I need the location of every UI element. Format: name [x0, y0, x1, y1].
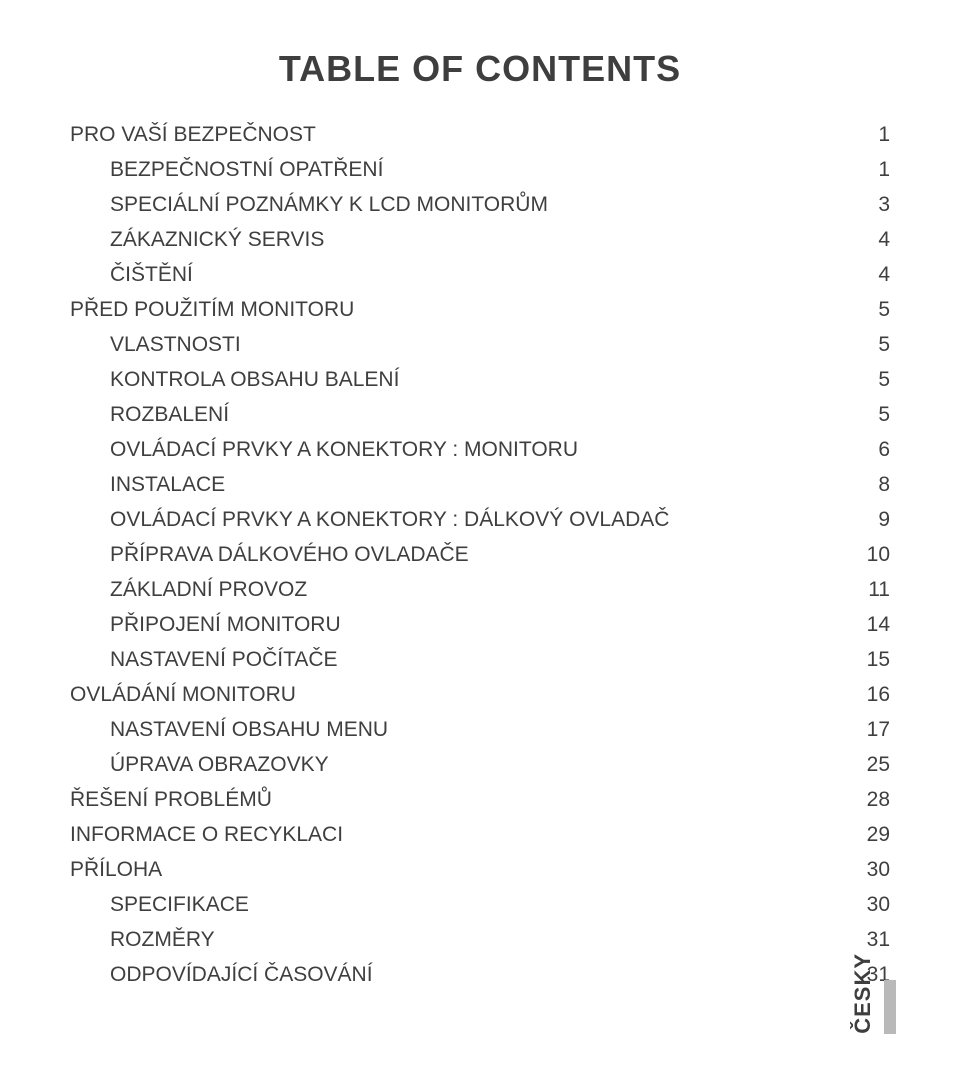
- toc-label: ROZMĚRY: [110, 929, 215, 950]
- toc-page-number: 5: [876, 369, 890, 390]
- toc-row: ZÁKAZNICKÝ SERVIS 4: [70, 229, 890, 250]
- toc-page-number: 3: [876, 194, 890, 215]
- toc-page-number: 1: [876, 159, 890, 180]
- toc-row: ROZBALENÍ 5: [70, 404, 890, 425]
- table-of-contents: PRO VAŠÍ BEZPEČNOST1BEZPEČNOSTNÍ OPATŘEN…: [70, 124, 890, 985]
- toc-page-number: 30: [865, 859, 890, 880]
- toc-label: ROZBALENÍ: [110, 404, 229, 425]
- toc-label: PŘÍPRAVA DÁLKOVÉHO OVLADAČE: [110, 544, 469, 565]
- language-label: ČESKY: [850, 953, 876, 1034]
- toc-row: PŘÍLOHA 30: [70, 859, 890, 880]
- toc-label: OVLÁDACÍ PRVKY A KONEKTORY : MONITORU: [110, 439, 578, 460]
- toc-label: SPECIFIKACE: [110, 894, 249, 915]
- toc-label: PŘIPOJENÍ MONITORU: [110, 614, 341, 635]
- toc-page-number: 6: [876, 439, 890, 460]
- toc-page-number: 4: [876, 264, 890, 285]
- toc-row: INFORMACE O RECYKLACI 29: [70, 824, 890, 845]
- toc-page-number: 8: [876, 474, 890, 495]
- toc-label: ČIŠTĚNÍ: [110, 264, 193, 285]
- toc-label: ZÁKLADNÍ PROVOZ: [110, 579, 307, 600]
- toc-label: NASTAVENÍ OBSAHU MENU: [110, 719, 388, 740]
- toc-label: PŘED POUŽITÍM MONITORU: [70, 299, 354, 320]
- toc-row: SPECIFIKACE 30: [70, 894, 890, 915]
- toc-label: BEZPEČNOSTNÍ OPATŘENÍ: [110, 159, 383, 180]
- toc-page-number: 9: [876, 509, 890, 530]
- toc-page-number: 1: [876, 124, 890, 145]
- toc-row: ZÁKLADNÍ PROVOZ 11: [70, 579, 890, 600]
- toc-page-number: 31: [865, 929, 890, 950]
- toc-label: PRO VAŠÍ BEZPEČNOST: [70, 124, 316, 145]
- toc-row: SPECIÁLNÍ POZNÁMKY K LCD MONITORŮM 3: [70, 194, 890, 215]
- toc-label: ÚPRAVA OBRAZOVKY: [110, 754, 329, 775]
- toc-row: OVLÁDÁNÍ MONITORU 16: [70, 684, 890, 705]
- toc-page-number: 28: [865, 789, 890, 810]
- toc-page-number: 17: [865, 719, 890, 740]
- toc-row: PŘED POUŽITÍM MONITORU 5: [70, 299, 890, 320]
- toc-row: NASTAVENÍ POČÍTAČE 15: [70, 649, 890, 670]
- toc-label: OVLÁDÁNÍ MONITORU: [70, 684, 296, 705]
- language-tab: ČESKY: [850, 953, 896, 1034]
- toc-page-number: 4: [876, 229, 890, 250]
- toc-label: INSTALACE: [110, 474, 225, 495]
- toc-row: ŘEŠENÍ PROBLÉMŮ 28: [70, 789, 890, 810]
- toc-page-number: 16: [865, 684, 890, 705]
- toc-row: ODPOVÍDAJÍCÍ ČASOVÁNÍ31: [70, 964, 890, 985]
- toc-row: OVLÁDACÍ PRVKY A KONEKTORY : MONITORU 6: [70, 439, 890, 460]
- toc-page-number: 11: [866, 579, 890, 600]
- tab-bar-decoration: [884, 980, 896, 1034]
- toc-row: PRO VAŠÍ BEZPEČNOST 1: [70, 124, 890, 145]
- toc-page-number: 25: [865, 754, 890, 775]
- toc-label: NASTAVENÍ POČÍTAČE: [110, 649, 338, 670]
- toc-row: ROZMĚRY 31: [70, 929, 890, 950]
- toc-page-number: 5: [876, 334, 890, 355]
- toc-page-number: 15: [865, 649, 890, 670]
- toc-page-number: 10: [865, 544, 890, 565]
- toc-label: SPECIÁLNÍ POZNÁMKY K LCD MONITORŮM: [110, 194, 548, 215]
- toc-label: VLASTNOSTI: [110, 334, 241, 355]
- toc-label: PŘÍLOHA: [70, 859, 162, 880]
- toc-row: ČIŠTĚNÍ 4: [70, 264, 890, 285]
- toc-row: BEZPEČNOSTNÍ OPATŘENÍ 1: [70, 159, 890, 180]
- toc-row: INSTALACE 8: [70, 474, 890, 495]
- toc-page-number: 29: [865, 824, 890, 845]
- toc-label: ZÁKAZNICKÝ SERVIS: [110, 229, 324, 250]
- toc-page-number: 5: [876, 299, 890, 320]
- toc-page-number: 30: [865, 894, 890, 915]
- toc-label: ODPOVÍDAJÍCÍ ČASOVÁNÍ: [110, 964, 373, 985]
- toc-row: KONTROLA OBSAHU BALENÍ 5: [70, 369, 890, 390]
- toc-row: VLASTNOSTI 5: [70, 334, 890, 355]
- toc-row: OVLÁDACÍ PRVKY A KONEKTORY : DÁLKOVÝ OVL…: [70, 509, 890, 530]
- toc-row: ÚPRAVA OBRAZOVKY 25: [70, 754, 890, 775]
- toc-row: PŘÍPRAVA DÁLKOVÉHO OVLADAČE 10: [70, 544, 890, 565]
- toc-label: KONTROLA OBSAHU BALENÍ: [110, 369, 399, 390]
- page-title: TABLE OF CONTENTS: [70, 48, 890, 90]
- page-container: TABLE OF CONTENTS PRO VAŠÍ BEZPEČNOST1BE…: [0, 0, 960, 1066]
- toc-page-number: 5: [876, 404, 890, 425]
- toc-row: PŘIPOJENÍ MONITORU 14: [70, 614, 890, 635]
- toc-label: OVLÁDACÍ PRVKY A KONEKTORY : DÁLKOVÝ OVL…: [110, 509, 669, 530]
- toc-label: ŘEŠENÍ PROBLÉMŮ: [70, 789, 272, 810]
- toc-page-number: 14: [865, 614, 890, 635]
- toc-label: INFORMACE O RECYKLACI: [70, 824, 343, 845]
- toc-row: NASTAVENÍ OBSAHU MENU 17: [70, 719, 890, 740]
